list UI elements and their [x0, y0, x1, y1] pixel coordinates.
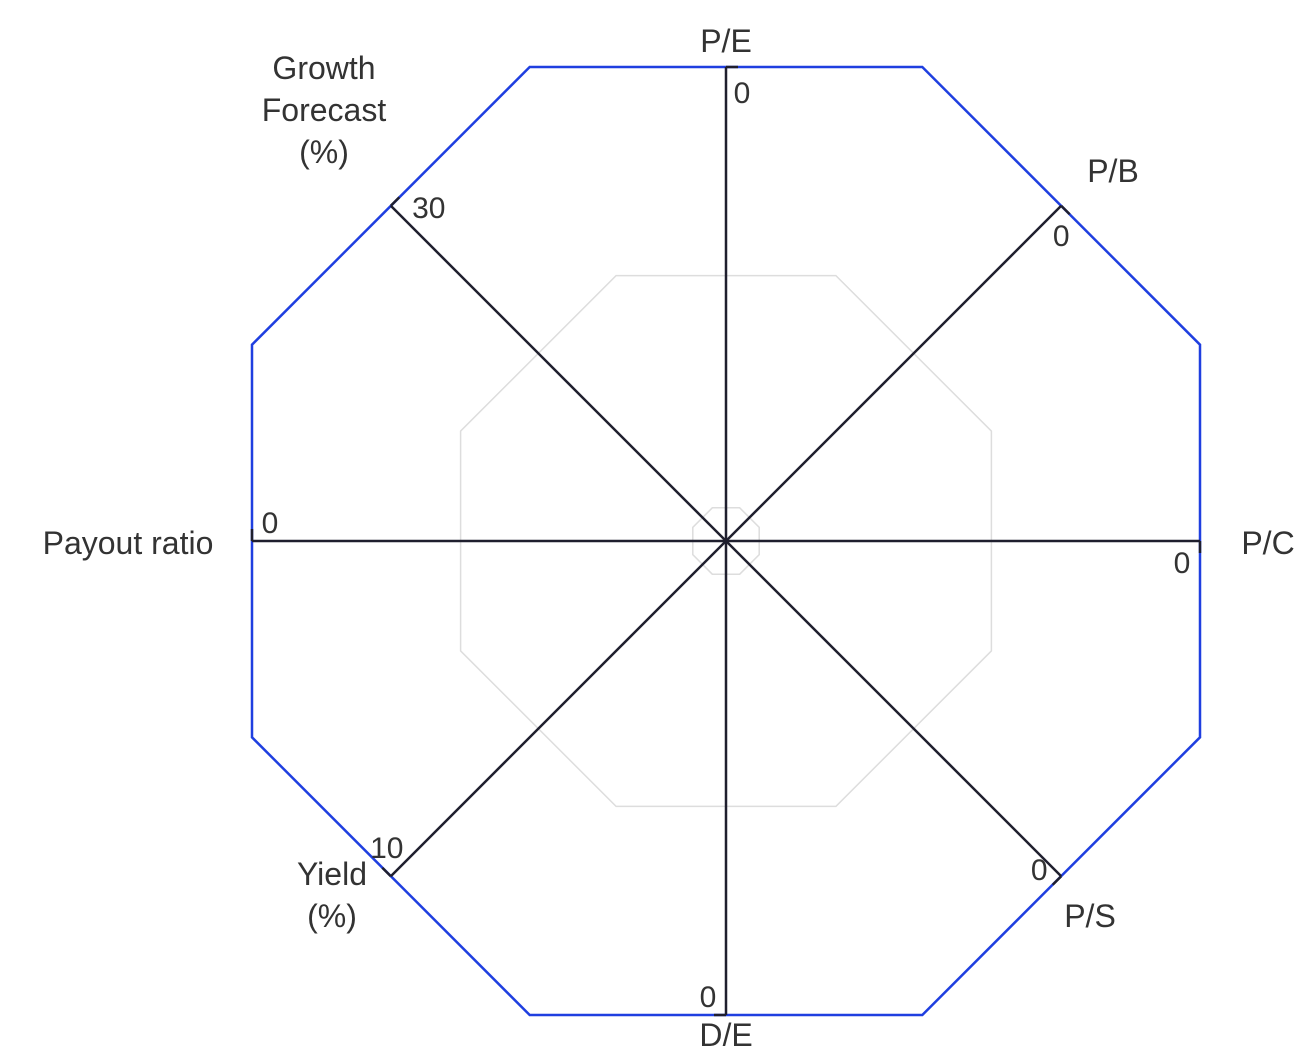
axis-label-line: (%): [299, 134, 349, 170]
axis-tick-mark-3: [1051, 875, 1063, 886]
axis-tick-mark-1: [1060, 204, 1071, 216]
axis-line-3: [725, 540, 1063, 878]
axis-tick-mark-5: [381, 866, 392, 878]
outer-ring: [250, 65, 1202, 1017]
axis-label-line: P/B: [1087, 153, 1139, 189]
tick-label-3: 0: [1031, 854, 1048, 887]
axis-label-0: P/E: [700, 23, 752, 59]
tick-label-2: 0: [1174, 547, 1191, 580]
tick-label-1: 0: [1053, 220, 1070, 253]
axis-label-3: P/S: [1064, 898, 1116, 934]
grid-ring-1: [459, 274, 993, 808]
tick-label-7: 30: [412, 192, 445, 225]
axis-label-line: P/E: [700, 23, 752, 59]
grid-layer: [250, 65, 1202, 1017]
tick-label-6: 0: [262, 507, 279, 540]
axis-label-line: (%): [307, 898, 357, 934]
axis-label-line: Yield: [297, 856, 367, 892]
axis-label-line: Growth: [272, 50, 375, 86]
axis-label-line: Forecast: [262, 92, 387, 128]
tick-label-0: 0: [734, 77, 751, 110]
grid-ring-0: [692, 507, 760, 575]
axis-line-1: [725, 204, 1063, 542]
axis-label-1: P/B: [1087, 153, 1139, 189]
axis-label-2: P/C: [1241, 525, 1294, 561]
axis-label-5: Yield (%): [297, 856, 367, 934]
axis-layer: [250, 65, 1202, 1017]
axis-label-line: P/S: [1064, 898, 1116, 934]
axis-label-line: P/C: [1241, 525, 1294, 561]
axis-label-4: D/E: [699, 1017, 752, 1046]
axis-label-line: D/E: [699, 1017, 752, 1046]
axis-tick-mark-7: [389, 196, 401, 207]
axis-label-7: Growth Forecast (%): [262, 50, 387, 170]
axis-label-6: Payout ratio: [43, 525, 214, 561]
tick-label-5: 10: [370, 832, 403, 865]
axis-line-7: [389, 204, 727, 542]
axis-label-line: Payout ratio: [43, 525, 214, 561]
tick-label-4: 0: [700, 981, 717, 1014]
axis-line-5: [389, 540, 727, 878]
